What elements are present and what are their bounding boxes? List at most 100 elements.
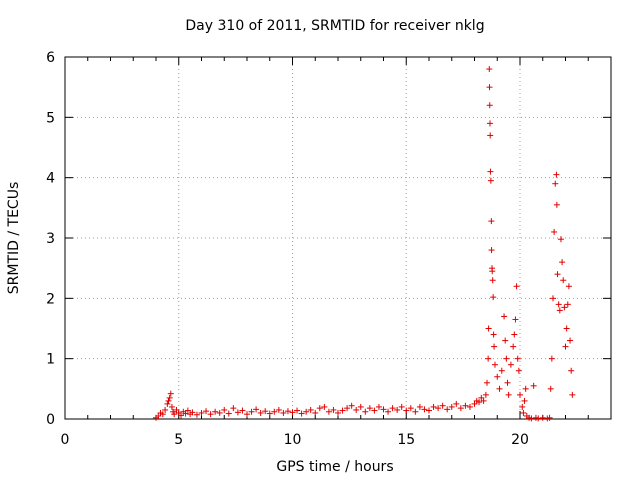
data-point <box>389 405 396 412</box>
data-point <box>385 408 392 415</box>
data-point <box>344 405 351 412</box>
data-point <box>484 379 491 386</box>
data-point <box>339 407 346 414</box>
x-tick-label: 20 <box>511 432 529 448</box>
x-tick-label: 15 <box>397 432 415 448</box>
data-point <box>335 409 341 416</box>
data-point <box>487 168 494 175</box>
data-point <box>562 343 569 350</box>
data-point <box>510 343 517 350</box>
data-point <box>316 405 323 412</box>
data-point <box>330 406 337 413</box>
data-point <box>486 120 493 127</box>
data-point <box>487 177 494 184</box>
x-axis-label: GPS time / hours <box>276 459 393 475</box>
data-point <box>394 406 401 413</box>
data-point <box>486 102 493 109</box>
data-point <box>294 407 301 414</box>
data-point <box>430 403 437 410</box>
data-point <box>552 180 559 187</box>
data-point <box>178 412 185 419</box>
data-point <box>444 406 451 413</box>
data-point <box>530 382 537 389</box>
data-point <box>321 403 328 410</box>
data-point <box>528 415 535 422</box>
data-point <box>221 406 228 413</box>
data-point <box>547 385 554 392</box>
data-point <box>513 283 520 290</box>
chart-title: Day 310 of 2011, SRMTID for receiver nkl… <box>185 18 484 34</box>
data-point <box>453 400 460 407</box>
data-point <box>512 316 519 323</box>
data-point <box>503 355 510 362</box>
data-point <box>491 343 498 350</box>
data-point <box>362 408 369 415</box>
data-point <box>560 277 567 284</box>
data-point <box>476 399 483 406</box>
data-point <box>271 408 278 415</box>
data-point <box>514 355 521 362</box>
data-point <box>234 409 241 416</box>
data-point <box>230 405 237 412</box>
data-point <box>486 66 493 73</box>
data-point <box>502 337 509 344</box>
data-point <box>553 201 560 208</box>
data-point <box>485 325 492 332</box>
y-tick-label: 5 <box>46 110 55 126</box>
data-point <box>466 403 473 410</box>
data-point <box>155 412 162 419</box>
x-tick-label: 5 <box>174 432 183 448</box>
data-point <box>307 406 314 413</box>
data-point <box>280 409 287 416</box>
data-point <box>561 304 568 311</box>
data-point <box>244 411 250 418</box>
data-point <box>565 283 572 290</box>
data-point <box>248 408 255 415</box>
data-point <box>471 400 478 407</box>
data-point <box>262 408 269 415</box>
data-point <box>421 406 428 413</box>
data-point <box>457 405 464 412</box>
y-tick-label: 1 <box>46 352 55 368</box>
data-point <box>426 407 432 414</box>
y-tick-label: 0 <box>46 412 55 428</box>
data-point <box>257 409 264 416</box>
y-tick-label: 3 <box>46 231 55 247</box>
data-point <box>489 277 496 284</box>
data-point <box>165 397 172 404</box>
data-point <box>164 400 171 407</box>
data-point <box>207 411 214 418</box>
data-point <box>498 367 505 374</box>
data-point <box>253 406 260 413</box>
data-point <box>480 397 487 404</box>
data-point <box>193 411 200 418</box>
data-point <box>348 402 355 409</box>
data-point <box>490 294 497 301</box>
data-point <box>563 325 570 332</box>
data-points <box>153 66 576 422</box>
data-point <box>162 406 169 413</box>
data-point <box>168 403 175 410</box>
data-point <box>478 394 485 401</box>
data-point <box>366 405 373 412</box>
data-point <box>266 410 273 417</box>
data-point <box>486 84 493 91</box>
y-tick-label: 2 <box>46 291 55 307</box>
data-point <box>212 408 219 415</box>
data-point <box>303 408 310 415</box>
data-point <box>462 402 469 409</box>
axis-ticks: 0 5 10 15 20 0 1 2 3 4 5 6 <box>46 50 611 448</box>
data-point <box>511 331 518 338</box>
data-point <box>519 403 526 410</box>
data-point <box>407 405 414 412</box>
data-point <box>488 247 495 254</box>
x-tick-label: 10 <box>284 432 302 448</box>
data-point <box>535 415 542 422</box>
data-point <box>159 411 166 418</box>
data-point <box>551 228 558 235</box>
data-point <box>549 295 556 302</box>
x-tick-label: 0 <box>61 432 70 448</box>
data-point <box>375 403 382 410</box>
data-point <box>439 402 446 409</box>
